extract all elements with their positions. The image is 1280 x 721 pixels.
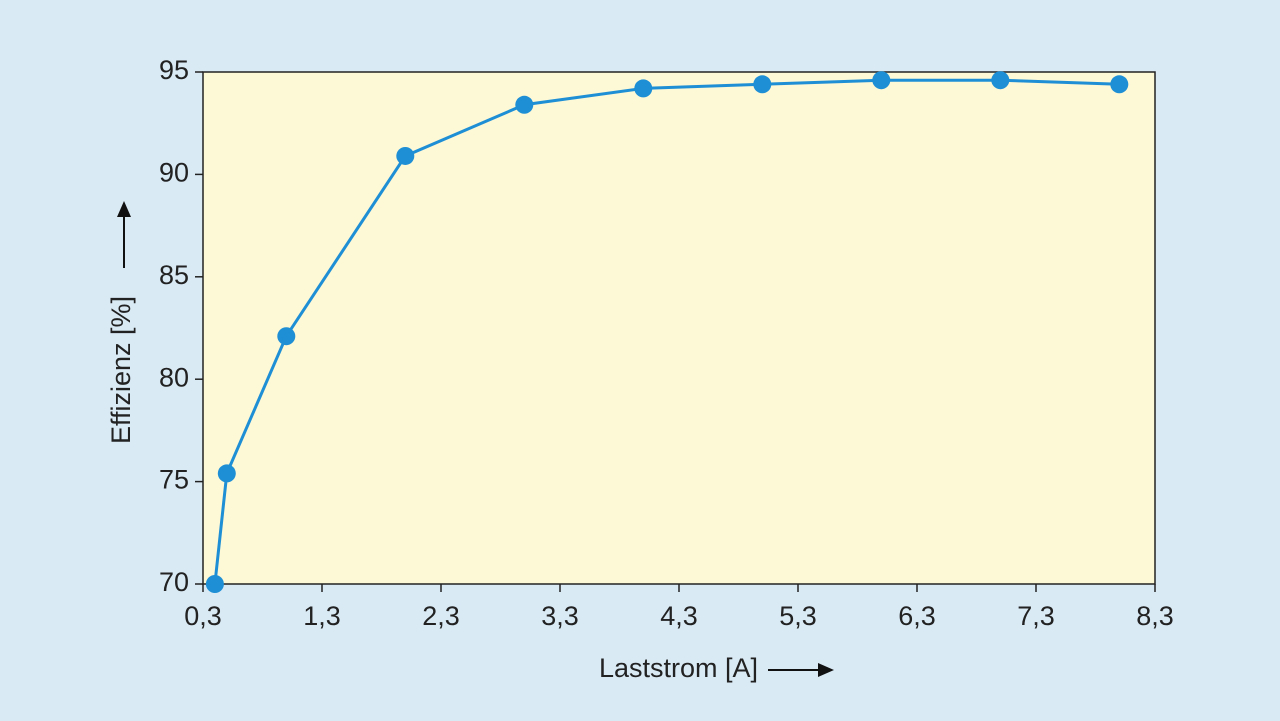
y-tick-label: 90: [159, 158, 189, 188]
plot-area: [202, 71, 1156, 585]
y-tick-label: 70: [159, 567, 189, 597]
line: [213, 78, 1120, 585]
x-tick-label: 6,3: [898, 601, 936, 631]
marker: [1110, 75, 1129, 94]
x-arrow: [768, 663, 834, 677]
x-tick-label: 0,3: [184, 601, 222, 631]
y-tick-label: 85: [159, 260, 189, 290]
marker: [753, 75, 772, 94]
x-axis-label: Laststrom [A]: [599, 653, 758, 683]
x-tick-label: 3,3: [541, 601, 579, 631]
x-tick-label: 2,3: [422, 601, 460, 631]
x-tick-label: 1,3: [303, 601, 341, 631]
y-axis-label: Effizienz [%]: [106, 296, 136, 444]
marker: [872, 71, 891, 90]
marker: [205, 575, 224, 593]
marker: [634, 79, 653, 98]
marker: [217, 464, 236, 483]
y-tick-label: 75: [159, 465, 189, 495]
x-tick-label: 5,3: [779, 601, 817, 631]
y-tick-label: 80: [159, 362, 189, 392]
marker: [991, 71, 1010, 90]
x-tick-label: 8,3: [1136, 601, 1174, 631]
x-tick-label: 4,3: [660, 601, 698, 631]
y-tick-label: 95: [159, 55, 189, 85]
y-arrow: [117, 201, 131, 268]
x-tick-label: 7,3: [1017, 601, 1055, 631]
marker: [396, 146, 415, 165]
marker: [515, 95, 534, 114]
marker: [277, 327, 296, 346]
